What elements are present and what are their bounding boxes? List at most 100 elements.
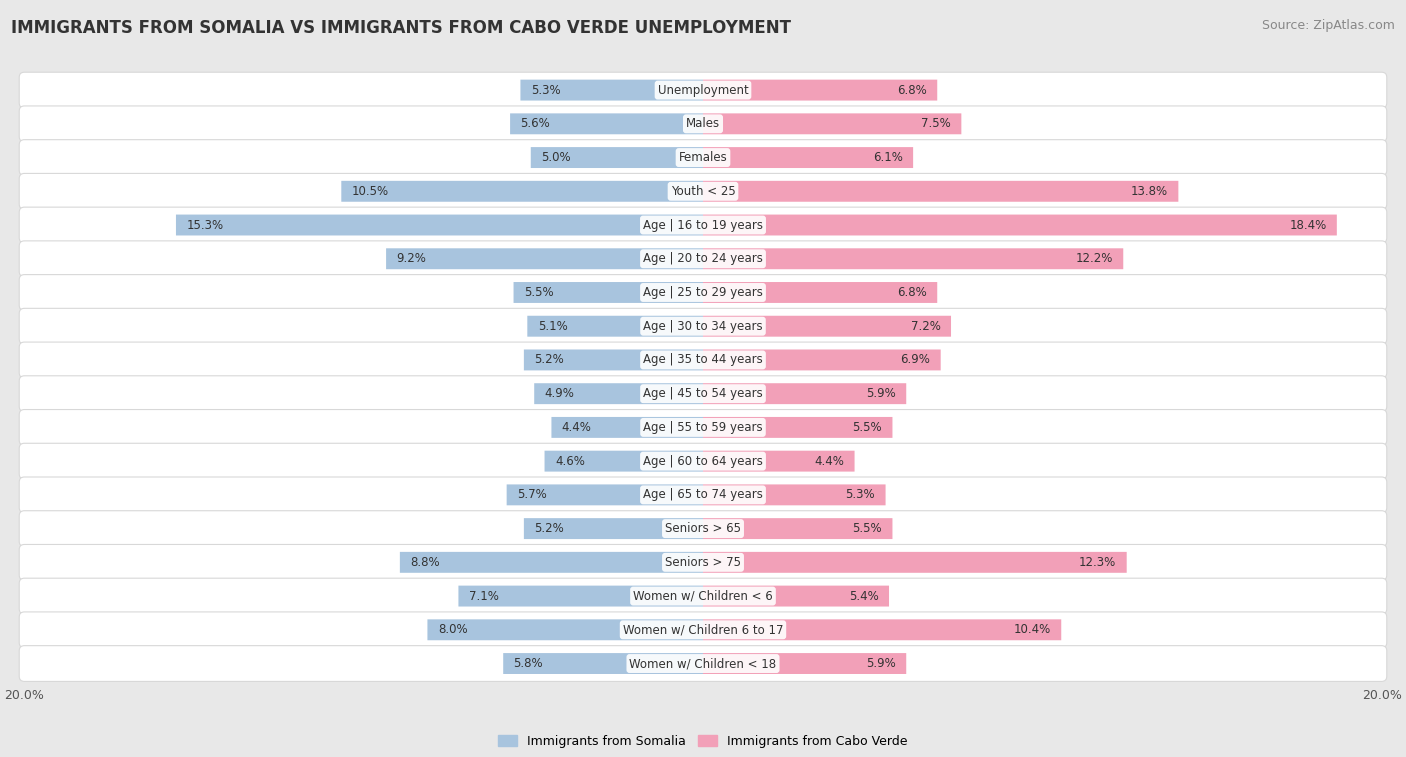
- FancyBboxPatch shape: [503, 653, 703, 674]
- FancyBboxPatch shape: [703, 619, 1062, 640]
- Text: Age | 65 to 74 years: Age | 65 to 74 years: [643, 488, 763, 501]
- FancyBboxPatch shape: [20, 173, 1386, 209]
- FancyBboxPatch shape: [510, 114, 703, 134]
- FancyBboxPatch shape: [703, 350, 941, 370]
- FancyBboxPatch shape: [458, 586, 703, 606]
- Text: Women w/ Children < 6: Women w/ Children < 6: [633, 590, 773, 603]
- FancyBboxPatch shape: [20, 646, 1386, 681]
- FancyBboxPatch shape: [513, 282, 703, 303]
- Text: Youth < 25: Youth < 25: [671, 185, 735, 198]
- FancyBboxPatch shape: [703, 316, 950, 337]
- FancyBboxPatch shape: [524, 350, 703, 370]
- Text: 4.4%: 4.4%: [814, 455, 844, 468]
- Text: 6.9%: 6.9%: [900, 354, 931, 366]
- Text: 4.6%: 4.6%: [555, 455, 585, 468]
- Text: 5.2%: 5.2%: [534, 354, 564, 366]
- Text: Seniors > 65: Seniors > 65: [665, 522, 741, 535]
- Text: 7.1%: 7.1%: [468, 590, 499, 603]
- Text: 12.3%: 12.3%: [1080, 556, 1116, 569]
- Text: 5.3%: 5.3%: [531, 83, 561, 97]
- FancyBboxPatch shape: [703, 653, 907, 674]
- FancyBboxPatch shape: [520, 79, 703, 101]
- FancyBboxPatch shape: [703, 417, 893, 438]
- Text: 5.9%: 5.9%: [866, 387, 896, 400]
- Text: 9.2%: 9.2%: [396, 252, 426, 265]
- FancyBboxPatch shape: [703, 383, 907, 404]
- Text: 15.3%: 15.3%: [186, 219, 224, 232]
- Text: Age | 35 to 44 years: Age | 35 to 44 years: [643, 354, 763, 366]
- Text: Age | 45 to 54 years: Age | 45 to 54 years: [643, 387, 763, 400]
- FancyBboxPatch shape: [703, 181, 1178, 202]
- FancyBboxPatch shape: [531, 147, 703, 168]
- Text: Age | 20 to 24 years: Age | 20 to 24 years: [643, 252, 763, 265]
- Text: 6.8%: 6.8%: [897, 83, 927, 97]
- Text: 10.4%: 10.4%: [1014, 623, 1050, 637]
- Text: Women w/ Children < 18: Women w/ Children < 18: [630, 657, 776, 670]
- Text: 5.6%: 5.6%: [520, 117, 550, 130]
- FancyBboxPatch shape: [399, 552, 703, 573]
- FancyBboxPatch shape: [703, 114, 962, 134]
- Text: 5.5%: 5.5%: [524, 286, 554, 299]
- Text: 20.0%: 20.0%: [4, 689, 45, 702]
- Text: 5.2%: 5.2%: [534, 522, 564, 535]
- FancyBboxPatch shape: [703, 586, 889, 606]
- FancyBboxPatch shape: [20, 140, 1386, 176]
- FancyBboxPatch shape: [342, 181, 703, 202]
- Text: 5.5%: 5.5%: [852, 522, 882, 535]
- FancyBboxPatch shape: [20, 511, 1386, 547]
- Text: Females: Females: [679, 151, 727, 164]
- Text: Age | 25 to 29 years: Age | 25 to 29 years: [643, 286, 763, 299]
- Text: Unemployment: Unemployment: [658, 83, 748, 97]
- Text: 5.9%: 5.9%: [866, 657, 896, 670]
- Text: Age | 60 to 64 years: Age | 60 to 64 years: [643, 455, 763, 468]
- FancyBboxPatch shape: [176, 214, 703, 235]
- Text: 5.3%: 5.3%: [845, 488, 875, 501]
- FancyBboxPatch shape: [703, 282, 938, 303]
- Text: Males: Males: [686, 117, 720, 130]
- FancyBboxPatch shape: [703, 552, 1126, 573]
- Text: 10.5%: 10.5%: [352, 185, 389, 198]
- Text: Women w/ Children 6 to 17: Women w/ Children 6 to 17: [623, 623, 783, 637]
- Text: 5.0%: 5.0%: [541, 151, 571, 164]
- Text: 8.0%: 8.0%: [437, 623, 467, 637]
- FancyBboxPatch shape: [20, 106, 1386, 142]
- FancyBboxPatch shape: [703, 248, 1123, 269]
- Text: 7.2%: 7.2%: [911, 319, 941, 333]
- Text: 6.1%: 6.1%: [873, 151, 903, 164]
- FancyBboxPatch shape: [20, 544, 1386, 580]
- FancyBboxPatch shape: [703, 518, 893, 539]
- Text: Age | 30 to 34 years: Age | 30 to 34 years: [643, 319, 763, 333]
- FancyBboxPatch shape: [506, 484, 703, 506]
- FancyBboxPatch shape: [20, 578, 1386, 614]
- Text: 7.5%: 7.5%: [921, 117, 950, 130]
- Text: Seniors > 75: Seniors > 75: [665, 556, 741, 569]
- FancyBboxPatch shape: [703, 79, 938, 101]
- Text: 12.2%: 12.2%: [1076, 252, 1114, 265]
- Text: 5.1%: 5.1%: [537, 319, 568, 333]
- FancyBboxPatch shape: [534, 383, 703, 404]
- FancyBboxPatch shape: [427, 619, 703, 640]
- FancyBboxPatch shape: [20, 207, 1386, 243]
- FancyBboxPatch shape: [20, 477, 1386, 512]
- FancyBboxPatch shape: [524, 518, 703, 539]
- FancyBboxPatch shape: [551, 417, 703, 438]
- Text: 6.8%: 6.8%: [897, 286, 927, 299]
- FancyBboxPatch shape: [544, 450, 703, 472]
- Text: 4.9%: 4.9%: [544, 387, 575, 400]
- Text: 8.8%: 8.8%: [411, 556, 440, 569]
- FancyBboxPatch shape: [20, 308, 1386, 344]
- FancyBboxPatch shape: [703, 214, 1337, 235]
- Text: 5.8%: 5.8%: [513, 657, 543, 670]
- FancyBboxPatch shape: [20, 375, 1386, 412]
- Text: Age | 16 to 19 years: Age | 16 to 19 years: [643, 219, 763, 232]
- FancyBboxPatch shape: [20, 241, 1386, 276]
- Text: 20.0%: 20.0%: [1361, 689, 1402, 702]
- Text: 13.8%: 13.8%: [1130, 185, 1168, 198]
- Text: 4.4%: 4.4%: [562, 421, 592, 434]
- FancyBboxPatch shape: [703, 484, 886, 506]
- Text: Source: ZipAtlas.com: Source: ZipAtlas.com: [1261, 19, 1395, 32]
- FancyBboxPatch shape: [20, 342, 1386, 378]
- Legend: Immigrants from Somalia, Immigrants from Cabo Verde: Immigrants from Somalia, Immigrants from…: [494, 730, 912, 753]
- FancyBboxPatch shape: [703, 147, 912, 168]
- Text: 5.4%: 5.4%: [849, 590, 879, 603]
